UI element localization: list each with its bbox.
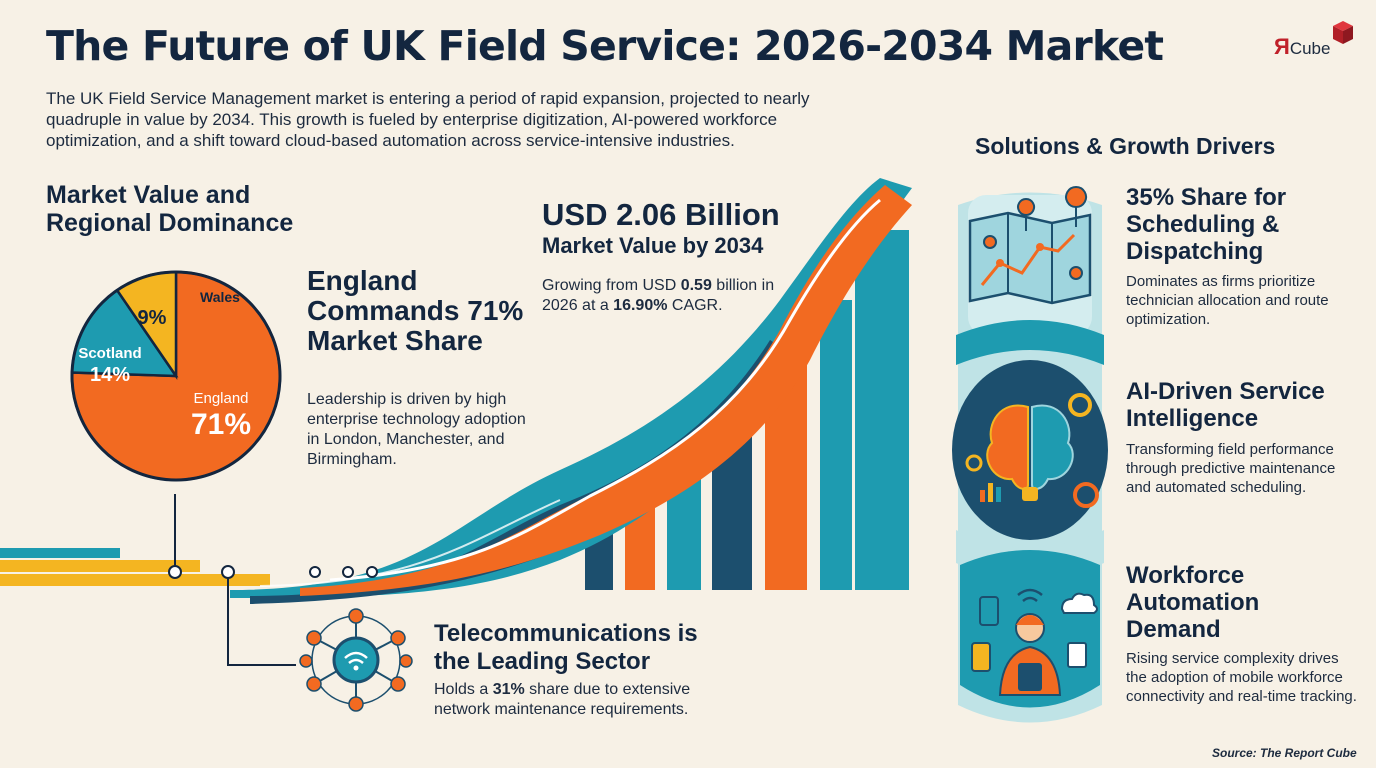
timeline-node — [168, 565, 182, 579]
pillar-segment-2 — [952, 360, 1108, 540]
driver-ai-title: AI-Driven Service Intelligence — [1126, 378, 1325, 432]
pie-label-scotland-name: Scotland — [78, 345, 141, 362]
ribbon-orange — [300, 185, 912, 596]
map-route-icon — [968, 186, 1092, 305]
sector-share: 31% — [492, 681, 525, 698]
timeline-node — [366, 566, 378, 578]
market-value-subtitle: Market Value by 2034 — [542, 233, 764, 258]
driver-workforce-description: Rising service complexity drives the ado… — [1126, 650, 1357, 705]
pie-label-wales-name: Wales — [200, 289, 240, 305]
driver-scheduling-title: 35% Share for Scheduling & Dispatching — [1126, 184, 1287, 265]
driver-workforce-title: Workforce Automation Demand — [1126, 562, 1260, 643]
timeline-stripe — [0, 574, 270, 586]
timeline-stripe — [0, 560, 200, 572]
page-title: The Future of UK Field Service: 2026-203… — [46, 22, 1164, 70]
market-value-2034: USD 2.06 Billion — [542, 197, 780, 232]
regional-pie-chart: Wales 9% Scotland 14% England 71% — [70, 270, 282, 482]
pie-slices — [70, 270, 282, 482]
england-share-description: Leadership is driven by high enterprise … — [307, 391, 526, 468]
ribbon-highlight — [329, 198, 881, 582]
timeline-node — [309, 566, 321, 578]
report-cube-logo: ЯCube — [1268, 20, 1358, 68]
growth-bar — [855, 230, 909, 590]
growth-bar — [820, 300, 852, 590]
pillar-band — [956, 320, 1104, 365]
start-value: 0.59 — [680, 277, 712, 294]
timeline-node — [342, 566, 354, 578]
drivers-pillar — [952, 186, 1108, 723]
growth-statement: Growing from USD 0.59 billion in 2026 at… — [542, 277, 775, 314]
mobile-technician-icon — [971, 588, 1098, 696]
network-icon — [299, 608, 413, 712]
sector-description: Holds a 31% share due to extensive netwo… — [434, 681, 691, 718]
cagr-value: 16.90% — [613, 297, 668, 314]
pie-label-scotland-value: 14% — [90, 364, 130, 386]
pie-outline — [70, 270, 282, 482]
timeline-node — [221, 565, 235, 579]
driver-ai-description: Transforming field performance through p… — [1126, 441, 1336, 496]
drivers-heading: Solutions & Growth Drivers — [975, 133, 1276, 159]
cube-icon — [1333, 21, 1353, 44]
driver-scheduling-description: Dominates as firms prioritize technician… — [1126, 273, 1329, 328]
pie-label-england-value: 71% — [191, 408, 251, 441]
source-note: Source: The Report Cube — [1212, 746, 1357, 760]
ai-brain-icon — [965, 393, 1099, 508]
sector-connector — [227, 578, 296, 666]
ribbon-highlight — [259, 499, 561, 587]
timeline-stripe — [0, 548, 120, 558]
england-share-heading: England Commands 71% Market Share — [307, 265, 524, 356]
sector-heading: Telecommunications is the Leading Sector — [434, 620, 698, 675]
intro-paragraph: The UK Field Service Management market i… — [46, 89, 810, 150]
pie-label-wales-value: 9% — [138, 307, 167, 329]
market-value-heading: Market Value and Regional Dominance — [46, 181, 294, 237]
pie-label-england-name: England — [193, 390, 248, 407]
